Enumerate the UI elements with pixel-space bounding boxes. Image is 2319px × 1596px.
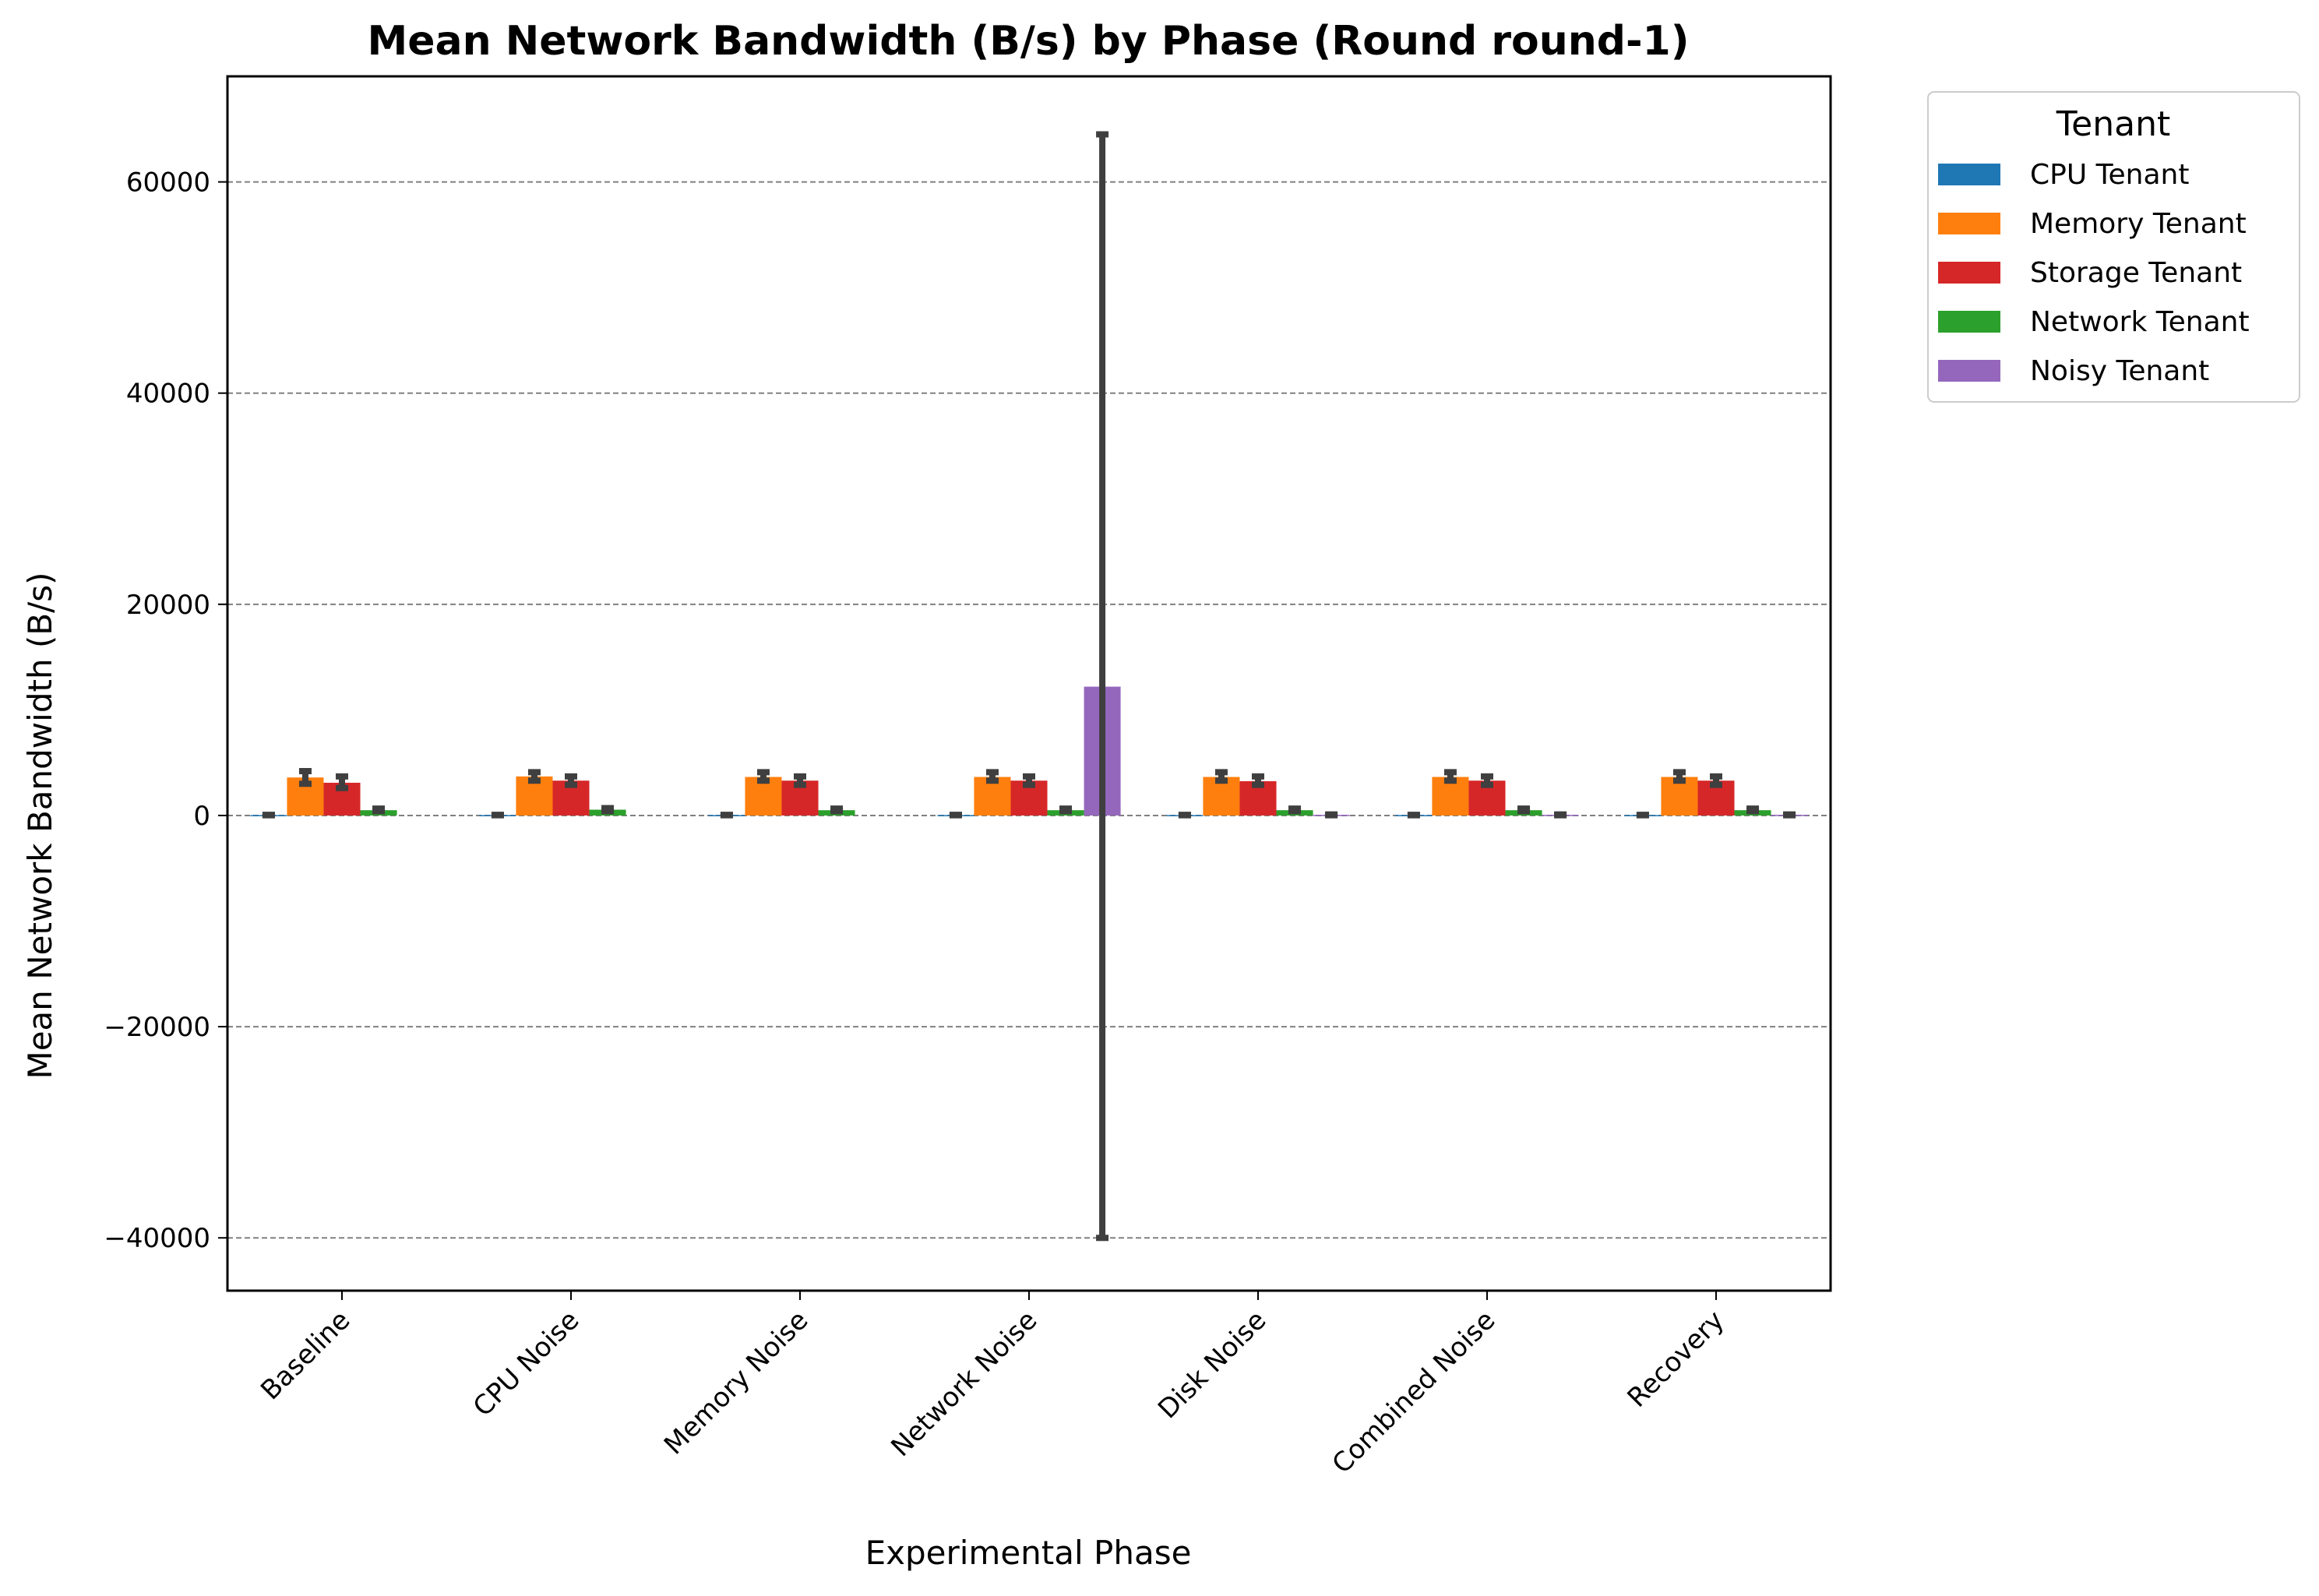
error-bars [262,131,1796,1242]
legend-label: CPU Tenant [2030,159,2189,191]
grid-lines [227,181,1831,1239]
legend-label: Storage Tenant [2030,257,2242,289]
x-tick-label: Recovery [1622,1305,1731,1414]
legend-box [1927,91,2300,403]
legend-swatch [1938,360,2000,382]
y-tick-label: 0 [193,801,210,832]
x-tick-label: Disk Noise [1152,1305,1272,1425]
chart-title: Mean Network Bandwidth (B/s) by Phase (R… [367,18,1689,65]
legend-title: Tenant [2056,104,2170,144]
x-tick-label: CPU Noise [467,1305,585,1422]
x-axis-title: Experimental Phase [865,1534,1192,1572]
y-tick-label: 20000 [126,590,210,621]
bars [250,686,1808,816]
legend-swatch [1938,164,2000,185]
plot-frame [226,75,1832,1292]
legend-swatch [1938,311,2000,333]
y-axis: −40000 −20000 0 20000 40000 60000 [104,167,227,1254]
legend-label: Memory Tenant [2030,208,2247,240]
x-tick-label: Baseline [255,1305,356,1406]
x-tick-label: Network Noise [885,1305,1043,1463]
y-tick-label: 60000 [126,167,210,199]
x-tick-label: Combined Noise [1327,1305,1502,1480]
legend-swatch [1938,262,2000,284]
y-tick-label: 40000 [126,379,210,410]
x-axis: Baseline CPU Noise Memory Noise Network Noi… [255,1291,1730,1480]
legend-label: Network Tenant [2030,306,2250,338]
legend-swatch [1938,213,2000,234]
y-axis-title: Mean Network Bandwidth (B/s) [21,572,59,1079]
y-tick-label: −20000 [104,1012,210,1043]
legend: Tenant CPU Tenant Memory Tenant Storage Te… [1927,91,2300,403]
legend-label: Noisy Tenant [2030,355,2209,387]
y-tick-label: −40000 [104,1223,210,1254]
x-tick-label: Memory Noise [658,1305,814,1460]
